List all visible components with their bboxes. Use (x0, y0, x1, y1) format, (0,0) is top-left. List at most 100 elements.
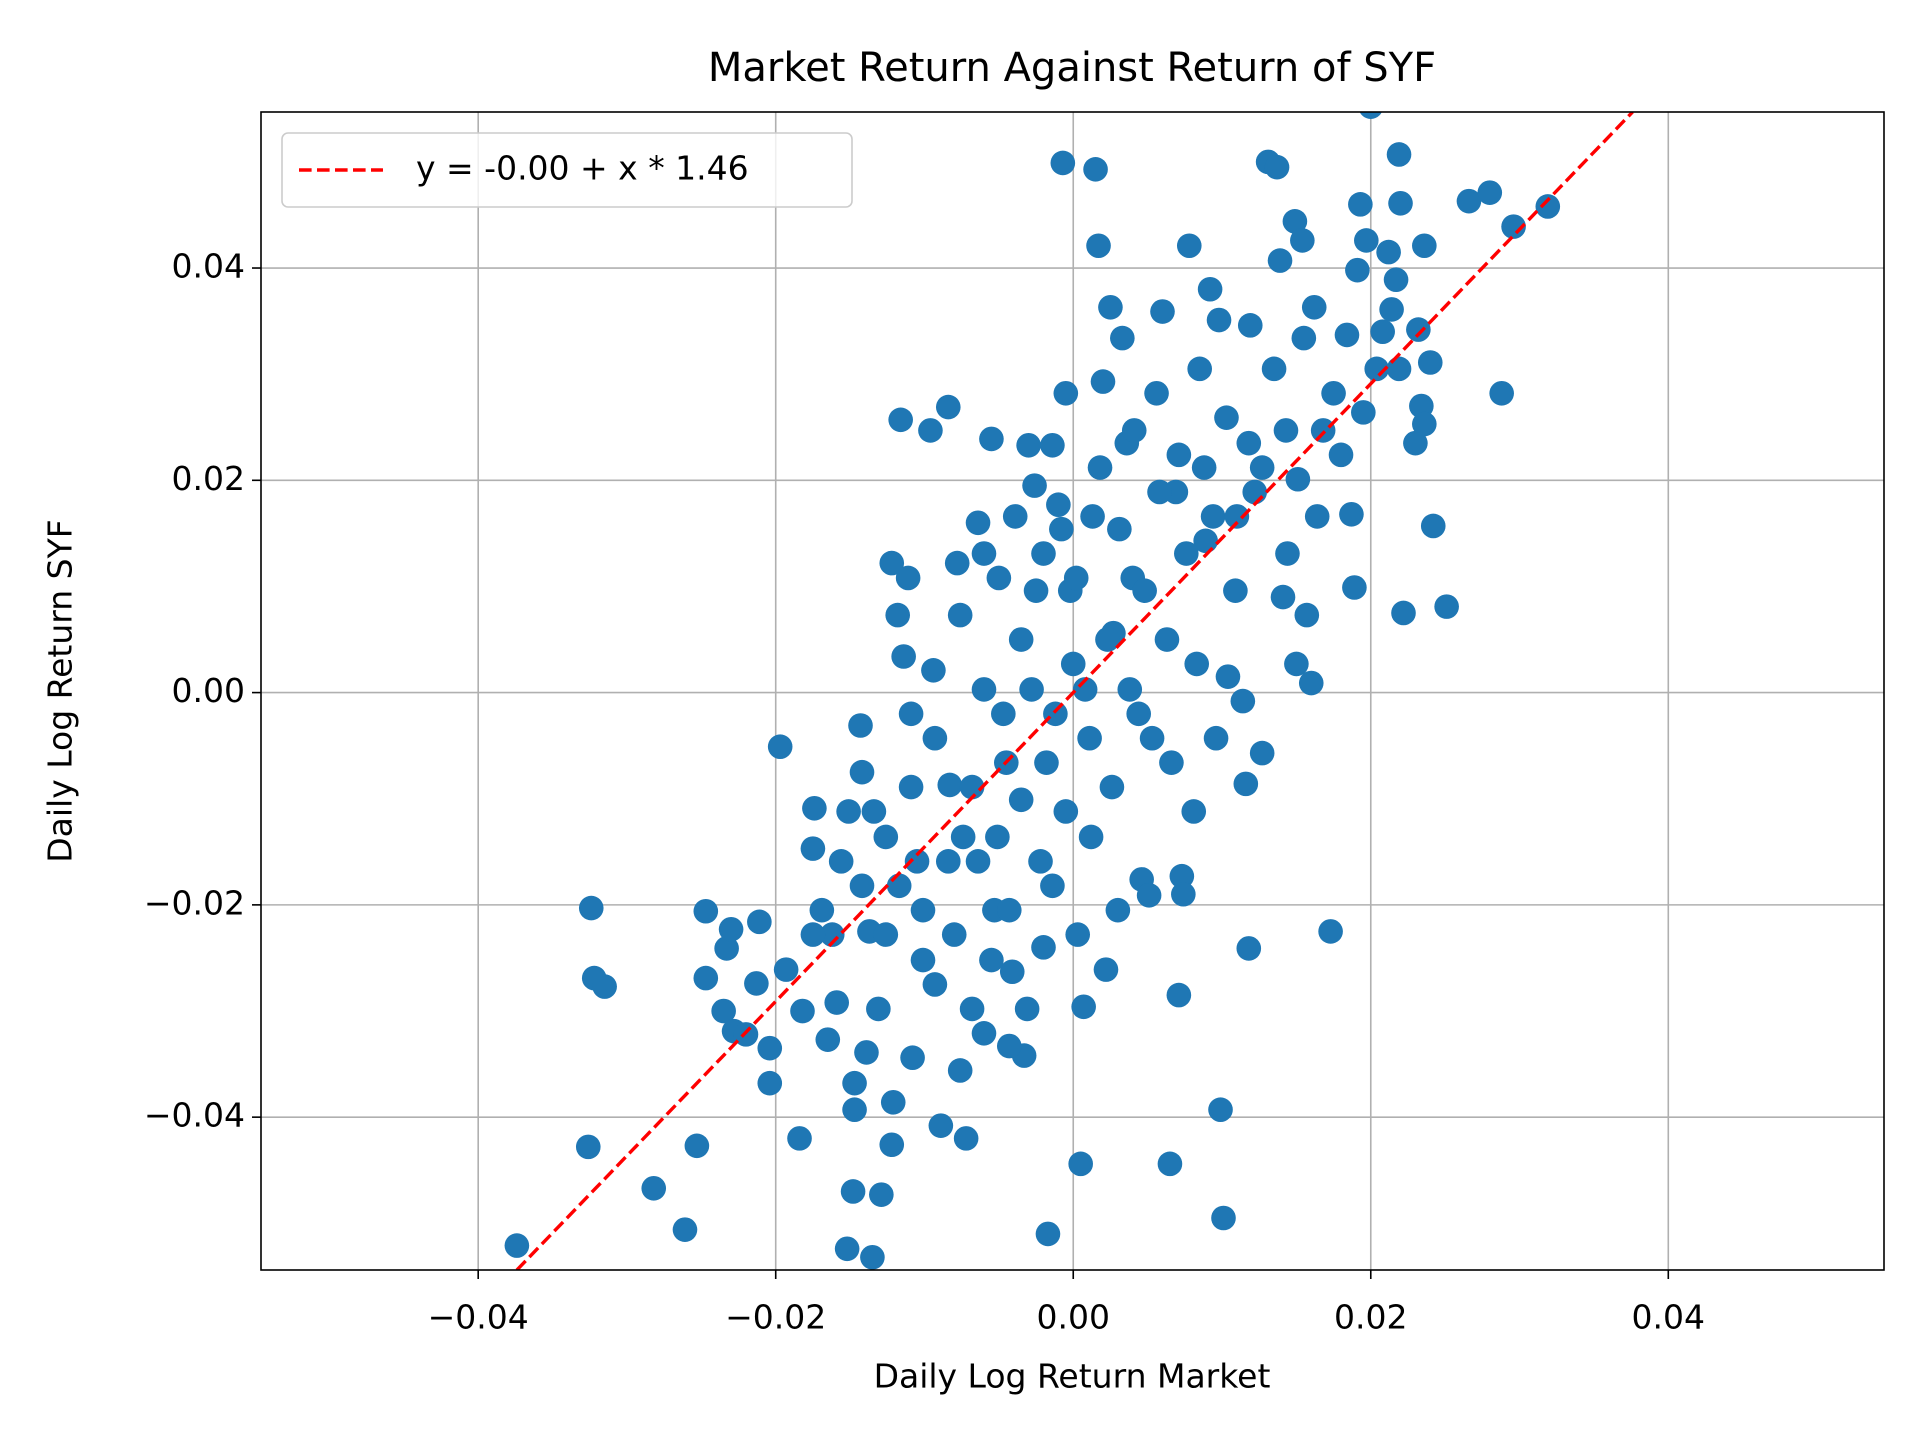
point (1139, 725, 1165, 751)
point (922, 972, 948, 997)
point (1224, 504, 1250, 529)
point (996, 897, 1022, 923)
point (1236, 430, 1262, 456)
point (1379, 297, 1404, 322)
point (1126, 701, 1151, 727)
x-tick-label: −0.04 (428, 1298, 529, 1337)
point (693, 898, 719, 924)
point (1043, 701, 1068, 727)
y-tick-label: 0.02 (172, 459, 245, 498)
point (1230, 688, 1256, 714)
point (1477, 180, 1503, 205)
point (910, 897, 936, 923)
point (1208, 1097, 1233, 1123)
point (1215, 664, 1241, 689)
point (1328, 442, 1354, 468)
point (1197, 276, 1223, 302)
point (1008, 787, 1034, 813)
point (986, 565, 1012, 591)
point (950, 824, 976, 850)
point (1318, 919, 1343, 944)
point (1110, 325, 1135, 351)
point (1391, 600, 1416, 626)
point (935, 849, 961, 874)
point (873, 922, 899, 947)
point (880, 1089, 906, 1115)
point (944, 550, 970, 576)
point (900, 1045, 925, 1071)
point (1093, 957, 1119, 982)
x-tick-label: 0.04 (1632, 1298, 1705, 1337)
point (1403, 430, 1428, 456)
point (1417, 350, 1443, 375)
point (941, 922, 967, 947)
point (1203, 725, 1229, 751)
point (747, 909, 772, 935)
point (1174, 541, 1199, 566)
point (1236, 936, 1262, 961)
point (1019, 677, 1044, 702)
point (1304, 504, 1330, 529)
point (1237, 313, 1263, 338)
point (1388, 190, 1413, 216)
point (1086, 233, 1111, 259)
point (1456, 188, 1482, 214)
point (854, 1040, 879, 1065)
point (971, 677, 997, 702)
point (1050, 150, 1076, 176)
point (1359, 112, 1382, 119)
point (1386, 142, 1412, 167)
y-tick-label: 0.00 (172, 671, 245, 710)
point (879, 550, 905, 576)
point (800, 836, 826, 861)
point (693, 965, 719, 991)
point (1071, 994, 1096, 1020)
point (575, 1134, 601, 1160)
point (744, 971, 769, 996)
point (1370, 319, 1395, 345)
point (1157, 1151, 1183, 1177)
point (1264, 154, 1290, 180)
point (1310, 418, 1336, 443)
point (824, 990, 850, 1015)
point (869, 1182, 894, 1207)
point (849, 759, 875, 785)
fit-line (515, 112, 1634, 1270)
point (1364, 356, 1390, 382)
point (1095, 627, 1120, 652)
point (757, 1070, 783, 1096)
point (1233, 771, 1259, 797)
y-tick-label: −0.02 (144, 883, 245, 922)
point (1501, 214, 1526, 239)
legend: y = -0.00 + x * 1.46 (281, 132, 853, 208)
point (965, 510, 991, 536)
point (1376, 239, 1401, 265)
point (1176, 233, 1202, 259)
point (1383, 267, 1409, 293)
point (999, 959, 1025, 985)
point (1420, 513, 1446, 539)
point (1290, 228, 1315, 253)
grid (261, 112, 1884, 1270)
point (1284, 651, 1309, 677)
point (711, 998, 736, 1024)
point (504, 1233, 530, 1258)
point (1386, 356, 1412, 382)
point (1261, 356, 1287, 382)
point (1080, 504, 1105, 529)
point (787, 1126, 812, 1151)
point (1136, 883, 1162, 908)
point (1035, 1221, 1061, 1247)
point (953, 1126, 979, 1151)
point (1354, 228, 1379, 253)
point (891, 644, 916, 669)
point (1434, 594, 1459, 619)
point (1187, 356, 1212, 382)
point (1351, 400, 1376, 425)
point (937, 772, 963, 798)
point (714, 936, 739, 961)
point (842, 1070, 867, 1096)
point (1348, 192, 1373, 217)
